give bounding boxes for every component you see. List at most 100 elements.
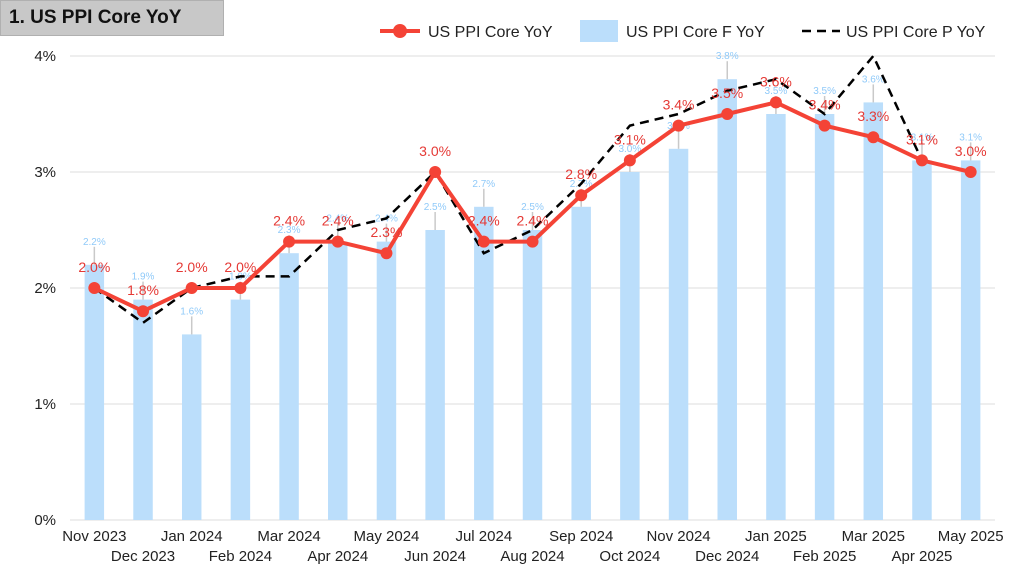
bar	[133, 299, 153, 520]
series-line-p	[93, 53, 971, 325]
bar	[84, 264, 105, 520]
line-value-label: 3.0%	[419, 143, 451, 159]
bar	[620, 172, 640, 520]
x-tick-label: Apr 2025	[892, 548, 953, 565]
line-value-label: 2.8%	[565, 166, 597, 182]
bar-value-label: 2.3%	[278, 225, 301, 236]
line-point	[526, 235, 539, 248]
x-tick-label: Sep 2024	[549, 528, 613, 545]
bar	[571, 206, 591, 521]
line-value-label: 3.4%	[663, 97, 695, 113]
bar	[474, 206, 494, 521]
line-value-label: 3.1%	[614, 131, 646, 147]
bar-value-label: 3.5%	[765, 86, 788, 97]
legend-label-p: US PPI Core P YoY	[846, 24, 986, 41]
y-tick-label: 4%	[34, 48, 56, 65]
bar	[766, 114, 786, 520]
bar	[814, 114, 835, 520]
bar	[522, 230, 543, 520]
line-point	[88, 282, 101, 294]
bar-value-label: 3.0%	[618, 144, 641, 155]
chart-title: 1. US PPI Core YoY	[9, 7, 182, 28]
x-tick-label: Mar 2024	[257, 528, 320, 545]
line-point	[623, 154, 636, 167]
y-tick-label: 1%	[34, 396, 56, 413]
x-tick-label: Aug 2024	[500, 548, 564, 565]
bar-value-label: 2.4%	[326, 214, 349, 225]
line-point	[185, 282, 198, 294]
line-value-label: 2.0%	[176, 259, 208, 275]
bar-value-label: 2.2%	[83, 237, 106, 248]
x-tick-label: Jan 2024	[161, 528, 223, 545]
bar-value-label: 3.6%	[862, 74, 885, 85]
bar-value-label: 1.9%	[132, 272, 155, 283]
bar	[912, 160, 932, 520]
x-tick-label: Nov 2023	[62, 528, 126, 545]
bar	[181, 334, 202, 520]
line-value-label: 1.8%	[127, 282, 159, 298]
line-point	[429, 166, 442, 178]
line-value-label: 2.0%	[78, 259, 110, 275]
bar-value-label: 2.5%	[424, 202, 447, 213]
line-value-label: 3.5%	[711, 85, 743, 101]
bar	[376, 241, 397, 520]
legend-swatch-core-marker	[393, 24, 407, 38]
x-tick-label: Feb 2025	[793, 548, 856, 565]
bar-value-label: 3.1%	[911, 132, 934, 143]
x-tick-label: Apr 2024	[307, 548, 368, 565]
line-point	[234, 282, 247, 294]
x-tick-label: Mar 2025	[842, 528, 905, 545]
line-point	[283, 235, 296, 248]
y-tick-label: 3%	[34, 164, 56, 181]
bar	[425, 230, 445, 520]
legend-label-f: US PPI Core F YoY	[626, 24, 765, 41]
line-value-label: 3.4%	[809, 97, 841, 113]
line-value-label: 2.4%	[468, 213, 500, 229]
line-point	[380, 247, 393, 260]
line-value-label: 3.1%	[906, 131, 938, 147]
x-tick-label: Jul 2024	[455, 528, 512, 545]
line-value-label: 2.3%	[370, 224, 402, 240]
bar-value-label: 3.5%	[813, 86, 836, 97]
line-value-label: 3.6%	[760, 73, 792, 89]
line-value-label: 2.4%	[322, 213, 354, 229]
line-point	[575, 189, 588, 202]
bar-value-label: 2.7%	[472, 179, 495, 190]
line-point	[477, 235, 490, 248]
line-point	[137, 305, 150, 318]
bar	[668, 148, 689, 521]
legend-label-core: US PPI Core YoY	[428, 24, 553, 41]
line-value-label: 3.3%	[857, 108, 889, 124]
line-value-label: 3.0%	[955, 143, 987, 159]
bar-value-label: 3.8%	[716, 51, 739, 62]
x-tick-label: Dec 2024	[695, 548, 759, 565]
x-tick-label: Jan 2025	[745, 528, 807, 545]
bar	[863, 102, 884, 521]
bar	[717, 79, 737, 520]
line-value-label: 2.0%	[224, 259, 256, 275]
x-tick-label: Dec 2023	[111, 548, 175, 565]
line-point	[721, 108, 734, 120]
legend-swatch-f	[580, 20, 618, 42]
bar-value-label: 1.6%	[180, 306, 203, 317]
x-tick-label: Nov 2024	[646, 528, 710, 545]
x-tick-label: Jun 2024	[404, 548, 466, 565]
bar-value-label: 3.1%	[959, 132, 982, 143]
y-tick-label: 2%	[34, 280, 56, 297]
bar-value-label: 2.5%	[521, 202, 544, 213]
chart-title-box: 1. US PPI Core YoY	[0, 0, 224, 36]
x-tick-label: Oct 2024	[599, 548, 660, 565]
line-point	[915, 154, 928, 167]
line-value-label: 2.4%	[517, 213, 549, 229]
line-point	[818, 119, 831, 132]
line-point	[331, 235, 344, 248]
bar	[279, 253, 299, 520]
bar	[328, 241, 348, 520]
y-tick-label: 0%	[34, 512, 56, 529]
x-tick-label: May 2025	[938, 528, 1004, 545]
line-point	[964, 166, 977, 178]
line-point	[867, 131, 880, 144]
line-value-label: 2.4%	[273, 213, 305, 229]
line-point	[672, 119, 685, 132]
